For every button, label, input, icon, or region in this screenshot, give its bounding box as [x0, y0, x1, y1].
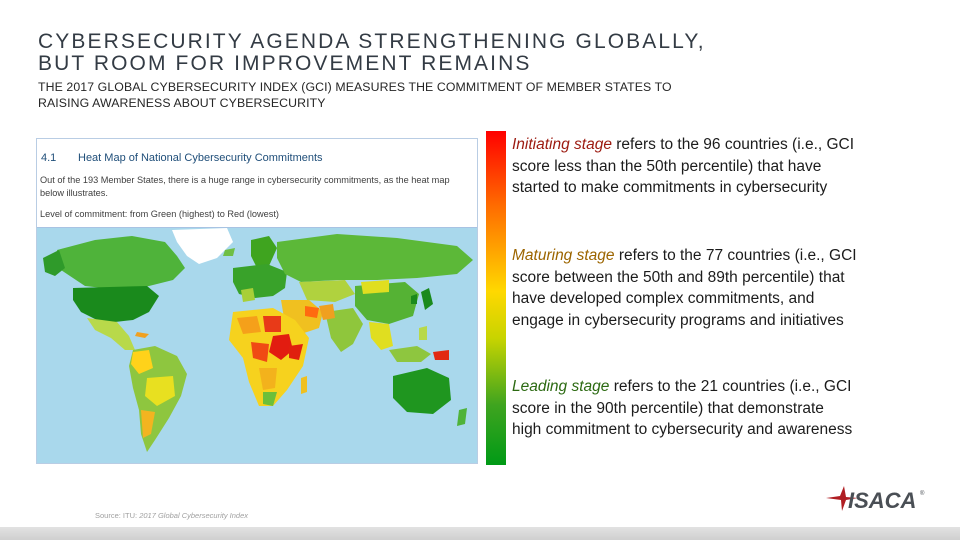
isaca-star-icon — [826, 486, 858, 511]
map-south-africa — [263, 392, 277, 406]
maturing-stage-text: Maturing stage refers to the 77 countrie… — [512, 245, 857, 331]
figure-description: Out of the 193 Member States, there is a… — [40, 174, 470, 200]
footer-bar — [0, 527, 960, 540]
map-libya-egypt — [263, 316, 281, 332]
slide-subtitle: THE 2017 GLOBAL CYBERSECURITY INDEX (GCI… — [38, 79, 798, 111]
maturing-stage-keyword: Maturing stage — [512, 247, 615, 264]
map-philippines — [419, 326, 427, 340]
maturing-stage-description: refers to the 77 countries (i.e., GCI sc… — [512, 247, 857, 329]
slide-subtitle-line-1: THE 2017 GLOBAL CYBERSECURITY INDEX (GCI… — [38, 80, 672, 94]
map-central-africa — [269, 334, 293, 360]
map-iberia — [241, 288, 255, 302]
isaca-registered-mark: ® — [920, 490, 925, 497]
isaca-logo: ISACA ® — [826, 486, 925, 513]
map-caribbean — [135, 332, 149, 338]
map-argentina — [141, 410, 155, 438]
slide-title-line-2: BUT ROOM FOR IMPROVEMENT REMAINS — [38, 52, 532, 75]
map-russia — [277, 234, 473, 282]
leading-stage-description: refers to the 21 countries (i.e., GCI sc… — [512, 378, 853, 438]
figure-level-note: Level of commitment: from Green (highest… — [40, 209, 279, 219]
figure-header: 4.1 Heat Map of National Cybersecurity C… — [37, 139, 477, 228]
figure-description-line-1: Out of the 193 Member States, there is a… — [40, 175, 450, 185]
map-papua-new-guinea — [433, 350, 449, 360]
figure-number: 4.1 — [41, 152, 57, 164]
map-central-asia — [299, 280, 355, 302]
map-mongolia — [361, 280, 389, 294]
map-southern-africa — [259, 368, 277, 390]
map-greenland — [172, 228, 233, 264]
map-north-africa-west — [237, 316, 261, 334]
world-heat-map — [37, 228, 477, 463]
map-korea — [411, 294, 417, 304]
commitment-gradient-bar — [486, 131, 506, 465]
map-usa — [73, 286, 159, 322]
map-japan — [421, 288, 433, 310]
initiating-stage-description: refers to the 96 countries (i.e., GCI sc… — [512, 136, 855, 196]
map-alaska — [43, 250, 65, 276]
slide-title-line-1: CYBERSECURITY AGENDA STRENGTHENING GLOBA… — [38, 30, 706, 53]
map-brazil-center — [145, 376, 175, 406]
map-scandinavia — [251, 236, 277, 268]
map-mexico — [87, 318, 135, 350]
isaca-logo-text: ISACA — [848, 488, 916, 513]
source-note: Source: ITU: 2017 Global Cybersecurity I… — [95, 511, 248, 520]
map-indonesia — [389, 346, 431, 362]
figure-description-line-2: below illustrates. — [40, 188, 108, 198]
map-west-central-africa — [251, 342, 269, 362]
leading-stage-text: Leading stage refers to the 21 countries… — [512, 376, 857, 441]
figure-title: Heat Map of National Cybersecurity Commi… — [78, 152, 323, 164]
map-new-zealand — [457, 408, 467, 426]
map-iran — [305, 306, 319, 318]
leading-stage-keyword: Leading stage — [512, 378, 610, 395]
map-india — [325, 308, 363, 352]
map-colombia-venezuela — [131, 350, 153, 374]
slide-subtitle-line-2: RAISING AWARENESS ABOUT CYBERSECURITY — [38, 96, 326, 110]
initiating-stage-text: Initiating stage refers to the 96 countr… — [512, 134, 857, 199]
map-canada — [57, 236, 185, 290]
map-southeast-asia — [369, 322, 393, 350]
map-iceland — [223, 248, 235, 256]
map-horn-of-africa — [289, 344, 303, 360]
source-prefix: Source: ITU: — [95, 511, 140, 520]
source-title: 2017 Global Cybersecurity Index — [139, 511, 248, 520]
slide-title: CYBERSECURITY AGENDA STRENGTHENING GLOBA… — [38, 31, 818, 75]
map-madagascar — [301, 376, 307, 394]
initiating-stage-keyword: Initiating stage — [512, 136, 612, 153]
map-pakistan — [319, 304, 335, 320]
map-australia — [393, 368, 451, 414]
heat-map-figure: 4.1 Heat Map of National Cybersecurity C… — [36, 138, 478, 464]
